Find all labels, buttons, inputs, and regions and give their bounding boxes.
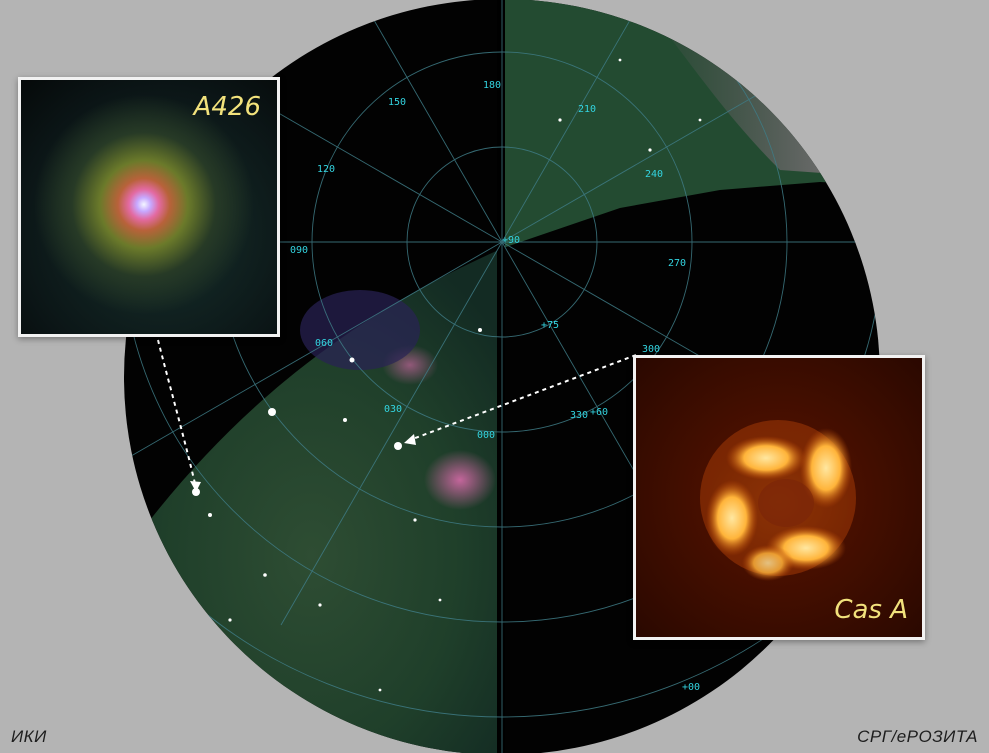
grid-label-plus60: +60	[590, 407, 608, 418]
grid-label-000: 000	[477, 430, 495, 441]
grid-label-090: 090	[290, 245, 308, 256]
inset-a426-label: A426	[194, 94, 261, 120]
grid-label-330: 330	[570, 410, 588, 421]
grid-label-240: 240	[645, 169, 663, 180]
grid-label-210: 210	[578, 104, 596, 115]
grid-label-060: 060	[315, 338, 333, 349]
diffuse-emission	[424, 450, 496, 510]
dark-lane	[300, 290, 420, 370]
grid-label-030: 030	[384, 404, 402, 415]
credit-iki: ИКИ	[11, 727, 47, 747]
grid-label-plus75: +75	[541, 320, 559, 331]
credit-srg-erosita: СРГ/еРОЗИТА	[857, 727, 978, 747]
grid-label-180: 180	[483, 80, 501, 91]
scan-gap	[497, 0, 505, 753]
grid-label-300: 300	[642, 344, 660, 355]
grid-label-120: 120	[317, 164, 335, 175]
grid-label-plus00: +00	[682, 682, 700, 693]
inset-cas-a-label: Cas A	[834, 597, 908, 623]
grid-label-plus90: +90	[502, 235, 520, 246]
inset-a426-image: A426	[18, 77, 280, 337]
grid-label-270: 270	[668, 258, 686, 269]
grid-label-150: 150	[388, 97, 406, 108]
inset-cas-a-image: Cas A	[633, 355, 925, 640]
